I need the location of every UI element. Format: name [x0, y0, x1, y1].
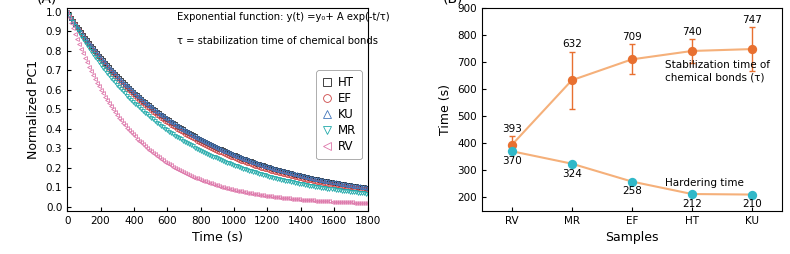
- KU: [168, 121, 178, 124]
- Text: 747: 747: [742, 15, 762, 25]
- HT: [253, 162, 262, 165]
- Text: 709: 709: [622, 32, 641, 42]
- Text: Hardering time: Hardering time: [665, 178, 744, 188]
- Text: Exponential function: y(t) =y₀+ A exp(-t/τ): Exponential function: y(t) =y₀+ A exp(-t…: [177, 12, 389, 22]
- MR: [245, 169, 254, 172]
- RV: [357, 201, 367, 204]
- Text: 212: 212: [682, 199, 702, 209]
- Y-axis label: Normalized PC1: Normalized PC1: [27, 60, 40, 159]
- Y-axis label: Time (s): Time (s): [438, 84, 452, 135]
- Text: 258: 258: [622, 186, 641, 196]
- Line: RV: RV: [66, 10, 370, 205]
- EF: [62, 10, 72, 13]
- Line: EF: EF: [66, 10, 370, 192]
- EF: [357, 187, 367, 190]
- Point: [506, 143, 518, 147]
- Point: [746, 193, 758, 197]
- HT: [62, 10, 72, 13]
- EF: [245, 162, 254, 165]
- Point: [566, 78, 578, 82]
- KU: [62, 10, 72, 13]
- Text: 210: 210: [742, 199, 762, 210]
- Point: [626, 180, 638, 184]
- RV: [62, 10, 72, 13]
- HT: [168, 121, 178, 124]
- Text: Stabilization time of
chemical bonds (τ): Stabilization time of chemical bonds (τ): [665, 60, 770, 83]
- MR: [273, 177, 282, 180]
- HT: [363, 186, 372, 189]
- RV: [363, 201, 372, 204]
- MR: [363, 192, 372, 195]
- RV: [209, 183, 218, 186]
- EF: [168, 124, 178, 128]
- KU: [209, 144, 218, 147]
- HT: [357, 186, 367, 189]
- Point: [686, 49, 698, 53]
- X-axis label: Time (s): Time (s): [192, 231, 243, 244]
- KU: [357, 185, 367, 188]
- EF: [209, 147, 218, 150]
- Text: 324: 324: [562, 169, 581, 179]
- Line: HT: HT: [66, 10, 370, 190]
- RV: [273, 196, 282, 199]
- Point: [506, 149, 518, 153]
- RV: [168, 165, 178, 168]
- MR: [253, 172, 262, 175]
- MR: [357, 192, 367, 195]
- Point: [746, 47, 758, 51]
- Point: [686, 192, 698, 196]
- MR: [168, 133, 178, 136]
- Point: [626, 57, 638, 61]
- Text: τ = stabilization time of chemical bonds: τ = stabilization time of chemical bonds: [177, 36, 378, 46]
- X-axis label: Samples: Samples: [605, 231, 659, 244]
- HT: [245, 159, 254, 162]
- KU: [245, 158, 254, 162]
- Point: [566, 162, 578, 166]
- EF: [253, 165, 262, 168]
- Text: 393: 393: [502, 124, 521, 134]
- Legend: HT, EF, KU, MR, RV: HT, EF, KU, MR, RV: [316, 70, 362, 159]
- KU: [363, 186, 372, 189]
- RV: [245, 192, 254, 195]
- HT: [273, 168, 282, 171]
- MR: [209, 155, 218, 158]
- KU: [253, 161, 262, 164]
- Text: 370: 370: [502, 156, 521, 166]
- Line: KU: KU: [66, 10, 370, 189]
- Text: (A): (A): [37, 0, 58, 6]
- Line: MR: MR: [66, 10, 370, 196]
- HT: [209, 144, 218, 147]
- EF: [363, 188, 372, 191]
- Text: 632: 632: [562, 39, 581, 49]
- KU: [273, 168, 282, 171]
- Text: 740: 740: [682, 27, 702, 37]
- MR: [62, 10, 72, 13]
- Text: (B): (B): [442, 0, 463, 6]
- EF: [273, 171, 282, 174]
- RV: [253, 193, 262, 196]
